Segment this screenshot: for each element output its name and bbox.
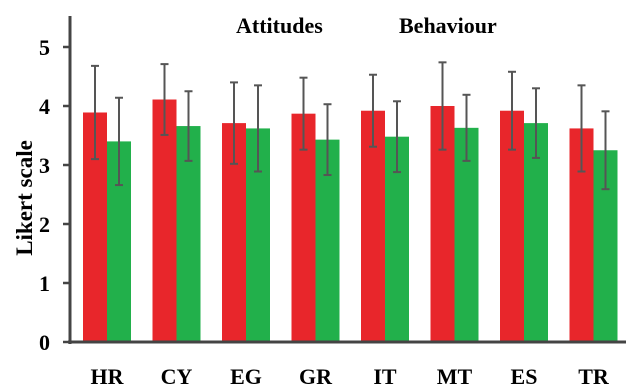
y-axis-title: Likert scale: [12, 140, 37, 256]
error-bar-tr-behaviour: [601, 110, 610, 191]
y-tick-label-0: 0: [39, 330, 50, 355]
legend-label-attitudes: Attitudes: [236, 13, 323, 38]
x-tick-label-mt: MT: [437, 364, 473, 386]
legend-label-behaviour: Behaviour: [399, 13, 497, 38]
bar-es-behaviour: [524, 123, 548, 342]
error-bar-cy-attitudes: [160, 63, 169, 136]
x-tick-label-tr: TR: [578, 364, 610, 386]
bars-group: [83, 99, 618, 343]
axes-group: [68, 16, 626, 344]
error-bar-es-attitudes: [508, 70, 516, 151]
error-bar-it-attitudes: [369, 73, 377, 148]
legend: Attitudes Behaviour: [236, 13, 497, 38]
bar-cy-behaviour: [176, 126, 201, 342]
error-bar-gr-behaviour: [323, 103, 332, 177]
bar-cy-attitudes: [152, 99, 177, 342]
y-ticks-group: 0 1 2 3 4 5: [39, 35, 70, 355]
bar-mt-behaviour: [454, 127, 479, 342]
error-bar-es-behaviour: [532, 87, 540, 159]
bar-it-attitudes: [361, 110, 385, 342]
error-bar-eg-attitudes: [230, 81, 238, 165]
x-tick-label-gr: GR: [299, 364, 333, 386]
error-bar-it-behaviour: [393, 100, 401, 174]
error-bar-mt-behaviour: [462, 93, 471, 162]
error-bar-hr-attitudes: [91, 64, 99, 161]
error-bar-hr-behaviour: [115, 96, 123, 187]
error-bars-group: [91, 61, 610, 191]
error-bar-mt-attitudes: [438, 61, 447, 151]
y-tick-label-5: 5: [39, 35, 50, 60]
bar-gr-attitudes: [291, 113, 316, 342]
error-bar-eg-behaviour: [254, 84, 262, 173]
y-tick-label-4: 4: [39, 94, 50, 119]
x-tick-label-hr: HR: [91, 364, 125, 386]
x-tick-label-eg: EG: [230, 364, 262, 386]
y-tick-label-1: 1: [39, 271, 50, 296]
error-bar-cy-behaviour: [184, 90, 193, 162]
x-labels-group: HR CY EG GR IT MT ES TR: [91, 364, 610, 386]
x-tick-label-es: ES: [511, 364, 538, 386]
x-tick-label-it: IT: [373, 364, 397, 386]
y-tick-label-2: 2: [39, 212, 50, 237]
error-bar-gr-attitudes: [299, 76, 308, 151]
x-tick-label-cy: CY: [161, 364, 193, 386]
error-bar-tr-attitudes: [577, 84, 586, 173]
y-tick-label-3: 3: [39, 153, 50, 178]
